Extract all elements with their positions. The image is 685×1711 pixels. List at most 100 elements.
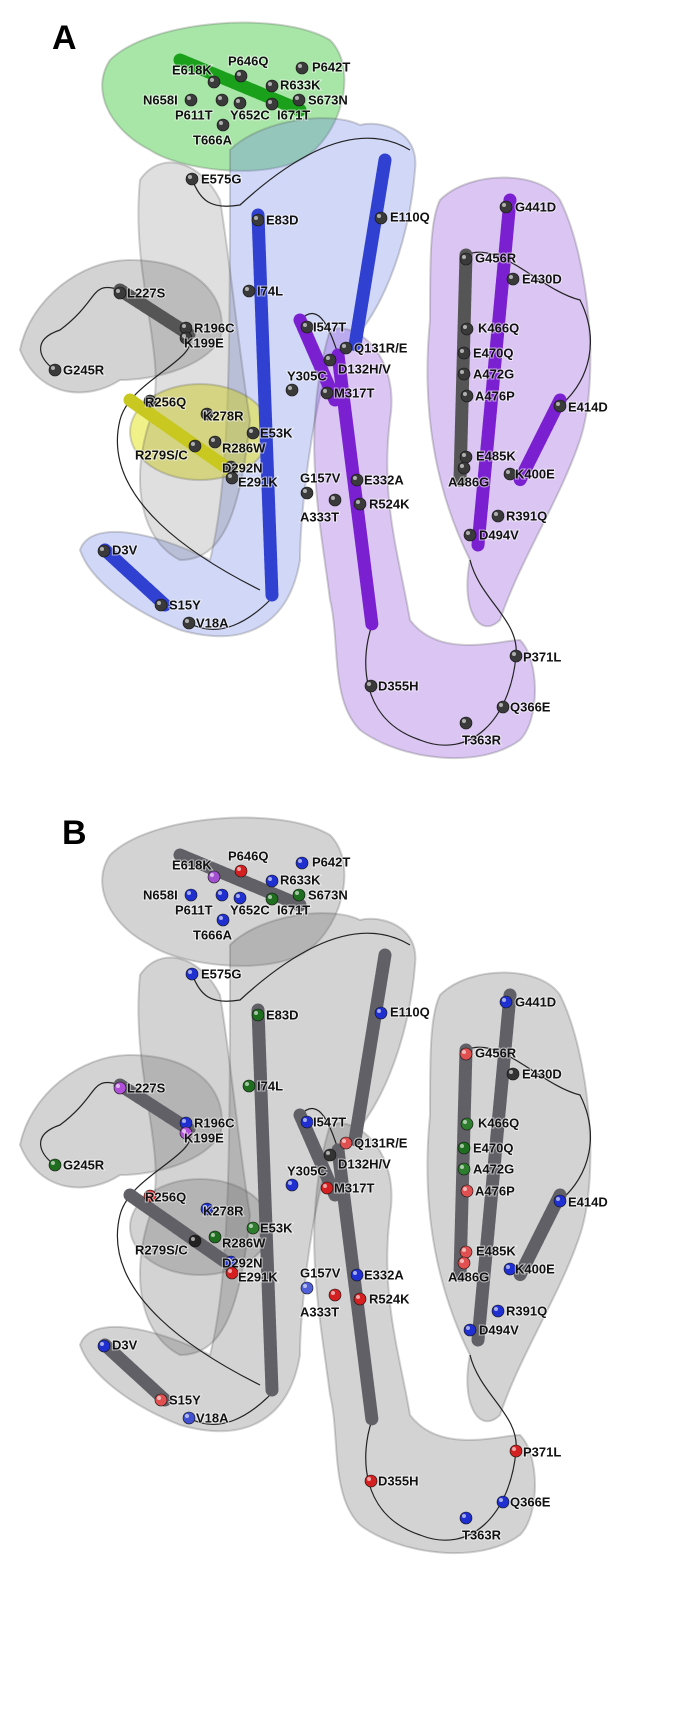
sphere-highlight xyxy=(228,1269,232,1273)
sphere-highlight xyxy=(463,1187,467,1191)
mutation-site xyxy=(320,386,334,400)
mutation-site xyxy=(353,1292,367,1306)
helix xyxy=(453,248,473,487)
mutation-site xyxy=(491,509,505,523)
mutation-site xyxy=(113,286,127,300)
sphere-highlight xyxy=(460,370,464,374)
mutation-label: D132H/V xyxy=(338,1156,391,1171)
helix xyxy=(251,208,279,602)
mutation-site xyxy=(295,856,309,870)
sphere-highlight xyxy=(499,703,503,707)
backbone-loop xyxy=(40,286,121,371)
mutation-label: G456R xyxy=(475,250,517,265)
sphere-highlight xyxy=(236,894,240,898)
mutation-label: N658I xyxy=(143,92,178,107)
mutation-site xyxy=(265,79,279,93)
backbone-loop xyxy=(191,137,411,207)
mutation-site xyxy=(463,528,477,542)
mutation-site xyxy=(182,616,196,630)
mutation-label: P642T xyxy=(312,854,350,869)
mutation-site xyxy=(216,118,230,132)
mutation-label: L227S xyxy=(127,285,166,300)
sphere-highlight xyxy=(331,496,335,500)
helix xyxy=(98,543,172,612)
mutation-label: T666A xyxy=(193,927,233,942)
sphere-highlight xyxy=(331,1291,335,1295)
sphere-highlight xyxy=(460,1144,464,1148)
sphere-highlight xyxy=(342,1139,346,1143)
mutation-label: R391Q xyxy=(506,1303,547,1318)
sphere-highlight xyxy=(298,64,302,68)
backbone-loop xyxy=(117,334,261,591)
helix xyxy=(173,848,307,912)
sphere-highlight xyxy=(509,1070,513,1074)
sphere-highlight xyxy=(367,1477,371,1481)
mutation-label: V18A xyxy=(196,615,229,630)
surface xyxy=(78,912,417,1433)
surface xyxy=(313,1122,536,1555)
mutation-label: Y305C xyxy=(287,368,327,383)
mutation-label: E430D xyxy=(522,271,562,286)
mutation-label: M317T xyxy=(334,1180,375,1195)
mutation-site xyxy=(457,346,471,360)
mutation-label: G456R xyxy=(475,1045,517,1060)
mutation-site xyxy=(285,383,299,397)
panel-label: B xyxy=(62,814,87,852)
sphere-highlight xyxy=(295,891,299,895)
mutation-label: E575G xyxy=(201,966,241,981)
mutation-label: E83D xyxy=(266,212,299,227)
mutation-label: D3V xyxy=(112,1337,138,1352)
sphere-highlight xyxy=(182,334,186,338)
mutation-label: E83D xyxy=(266,1007,299,1022)
sphere-highlight xyxy=(462,1050,466,1054)
sphere-highlight xyxy=(188,970,192,974)
mutation-site xyxy=(499,200,513,214)
mutation-label: L227S xyxy=(127,1080,166,1095)
mutation-site xyxy=(300,320,314,334)
mutation-site xyxy=(353,497,367,511)
sphere-highlight xyxy=(462,1248,466,1252)
sphere-highlight xyxy=(288,1181,292,1185)
sphere-highlight xyxy=(236,99,240,103)
mutation-label: Q366E xyxy=(510,699,551,714)
sphere-highlight xyxy=(210,78,214,82)
mutation-site xyxy=(215,888,229,902)
mutation-label: E575G xyxy=(201,171,241,186)
mutation-label: S673N xyxy=(308,92,348,107)
surface xyxy=(78,117,417,638)
helix xyxy=(173,53,307,117)
mutation-site xyxy=(509,1444,523,1458)
mutation-site xyxy=(323,1148,337,1162)
helix xyxy=(293,1108,342,1202)
mutation-site xyxy=(457,1141,471,1155)
mutation-label: I74L xyxy=(257,1078,283,1093)
mutation-site xyxy=(499,995,513,1009)
sphere-highlight xyxy=(462,719,466,723)
sphere-highlight xyxy=(463,1120,467,1124)
backbone-loop xyxy=(188,599,271,630)
mutation-site xyxy=(225,1266,239,1280)
mutation-site xyxy=(339,341,353,355)
sphere-highlight xyxy=(356,1295,360,1299)
mutation-label: I547T xyxy=(313,319,346,334)
mutation-label: K278R xyxy=(203,1203,244,1218)
mutation-site xyxy=(113,1081,127,1095)
surface xyxy=(313,327,536,760)
sphere-highlight xyxy=(182,1119,186,1123)
mutation-site xyxy=(188,439,202,453)
mutation-site xyxy=(496,1495,510,1509)
mutation-site xyxy=(459,1047,473,1061)
mutation-site xyxy=(208,435,222,449)
mutation-site xyxy=(265,874,279,888)
sphere-highlight xyxy=(51,1161,55,1165)
mutation-site xyxy=(300,486,314,500)
sphere-highlight xyxy=(502,203,506,207)
mutation-label: A476P xyxy=(475,388,515,403)
mutation-site xyxy=(364,679,378,693)
mutation-label: E110Q xyxy=(390,1004,430,1019)
mutation-label: D494V xyxy=(479,527,519,542)
helix xyxy=(453,1043,473,1282)
sphere-highlight xyxy=(254,1011,258,1015)
sphere-highlight xyxy=(227,1258,231,1262)
